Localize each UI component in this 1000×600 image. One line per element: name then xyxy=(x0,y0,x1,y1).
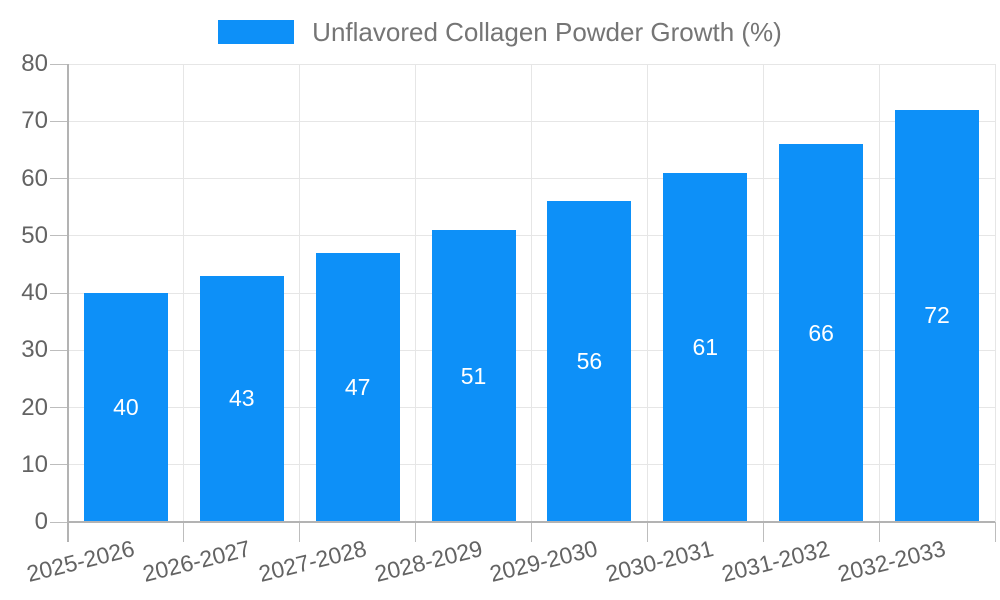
bar-value-label: 72 xyxy=(924,302,950,329)
bar-value-label: 61 xyxy=(692,333,719,360)
x-gridline xyxy=(762,64,764,522)
x-tick-mark xyxy=(299,522,301,542)
bar-value-label: 66 xyxy=(808,319,834,346)
y-tick-mark xyxy=(50,349,68,351)
x-tick-mark xyxy=(531,522,532,542)
y-tick-label: 50 xyxy=(21,221,48,249)
y-tick-mark xyxy=(50,407,68,408)
x-gridline xyxy=(994,64,996,522)
x-tick-mark xyxy=(994,522,996,542)
y-tick-label: 80 xyxy=(21,50,48,77)
x-gridline xyxy=(299,64,301,522)
x-gridline xyxy=(531,64,532,522)
bar xyxy=(663,172,748,522)
x-gridline xyxy=(646,64,648,522)
x-gridline xyxy=(878,64,880,522)
bar xyxy=(431,230,516,522)
y-tick-label: 40 xyxy=(21,279,48,306)
bar xyxy=(547,201,632,522)
y-tick-label: 70 xyxy=(21,107,48,135)
x-tick-mark xyxy=(183,522,185,542)
y-tick-label: 60 xyxy=(21,164,48,192)
bar-value-label: 47 xyxy=(344,373,371,400)
x-axis-line xyxy=(67,521,995,523)
y-tick-label: 20 xyxy=(21,393,48,421)
x-tick-mark xyxy=(646,522,648,542)
legend-swatch xyxy=(218,20,295,44)
y-tick-mark xyxy=(50,235,68,237)
x-tick-mark xyxy=(415,522,417,542)
x-gridline xyxy=(183,64,185,522)
y-tick-mark xyxy=(50,63,68,65)
bar xyxy=(779,144,864,522)
y-tick-mark xyxy=(50,178,68,179)
bar-value-label: 51 xyxy=(460,362,487,389)
bar xyxy=(895,109,980,522)
bar xyxy=(315,252,400,522)
bar xyxy=(199,275,284,522)
x-gridline xyxy=(415,64,417,522)
x-tick-mark xyxy=(878,522,880,542)
y-tick-label: 30 xyxy=(21,336,48,364)
bar-value-label: 40 xyxy=(113,394,139,420)
y-tick-mark xyxy=(50,521,68,523)
bar-value-label: 43 xyxy=(229,385,255,412)
y-tick-mark xyxy=(50,464,68,466)
y-tick-label: 0 xyxy=(34,508,48,535)
y-tick-mark xyxy=(50,120,68,122)
legend-label: Unflavored Collagen Powder Growth (%) xyxy=(312,17,782,47)
x-tick-mark xyxy=(762,522,764,542)
bar xyxy=(83,293,168,522)
y-tick-mark xyxy=(50,292,68,294)
y-tick-label: 10 xyxy=(21,450,48,478)
legend: Unflavored Collagen Powder Growth (%) xyxy=(0,17,1000,47)
bar-value-label: 56 xyxy=(576,348,603,375)
y-axis-line xyxy=(67,64,69,542)
